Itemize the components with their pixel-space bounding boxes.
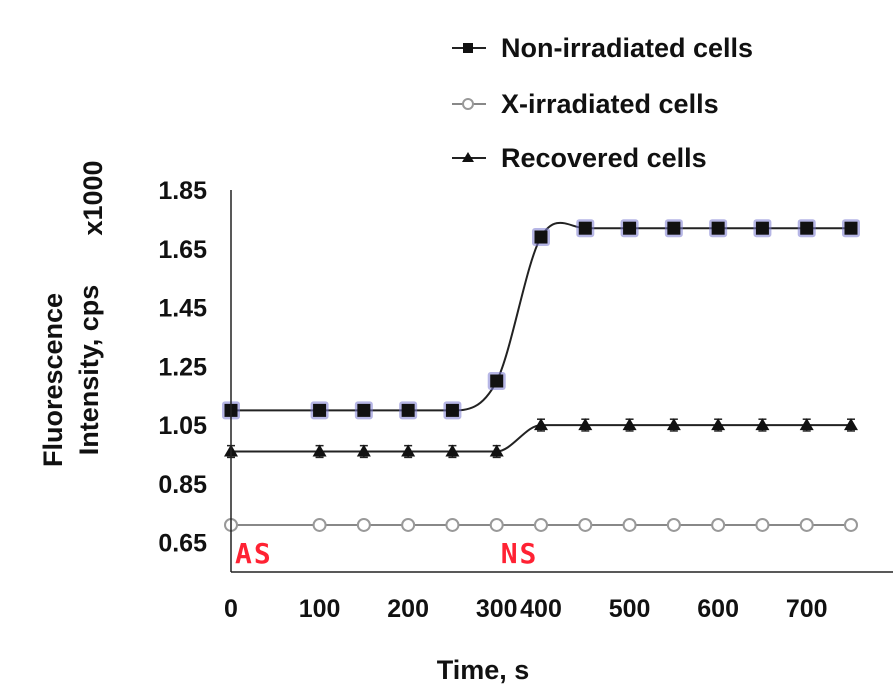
data-point (356, 517, 371, 532)
plot-area: AS NS (222, 219, 860, 570)
x-tick-label: 500 (609, 595, 651, 623)
data-point (622, 418, 637, 431)
annotation-as: AS (235, 537, 273, 570)
data-point (666, 418, 681, 431)
legend-marker (462, 152, 474, 162)
data-point (534, 418, 548, 431)
data-point (445, 517, 460, 532)
data-point (401, 403, 415, 417)
y-tick-label: 1.65 (158, 236, 207, 264)
legend-label: Recovered cells (501, 143, 707, 173)
y-tick-label: 0.85 (158, 471, 207, 499)
data-point (445, 444, 460, 457)
legend-label: X-irradiated cells (501, 89, 719, 119)
data-point (534, 230, 548, 244)
data-point (711, 517, 726, 532)
x-tick-label: 300 (476, 595, 518, 623)
data-point (622, 517, 637, 532)
legend-label: Non-irradiated cells (501, 33, 753, 63)
x-tick-label: 600 (697, 595, 739, 623)
data-point (578, 221, 592, 235)
x-tick-label: 100 (299, 595, 341, 623)
data-point (755, 221, 769, 235)
data-point (623, 221, 637, 235)
data-point (356, 444, 371, 457)
annotation-ns: NS (501, 537, 539, 570)
data-point (534, 517, 548, 532)
data-point (490, 374, 504, 388)
data-point (755, 517, 770, 532)
series-line (231, 221, 851, 412)
legend-marker (462, 98, 474, 110)
x-tick-label: 200 (387, 595, 429, 623)
legend-marker (463, 43, 473, 53)
data-point (445, 403, 459, 417)
y-tick-label: 1.85 (158, 177, 207, 205)
x-axis-title: Time, s (437, 655, 530, 685)
series-non-irradiated-cells (222, 219, 860, 420)
data-point (666, 517, 681, 532)
y-axis-title-line1: Fluorescence (38, 293, 68, 467)
data-point (844, 418, 858, 431)
y-tick-label: 1.25 (158, 353, 207, 381)
data-point (489, 517, 504, 532)
y-axis-unit: x1000 (78, 160, 108, 235)
series-x-irradiated-cells (224, 517, 858, 532)
legend: Non-irradiated cells X-irradiated cells Re… (452, 33, 753, 173)
x-tick-label: 400 (520, 595, 562, 623)
data-point (799, 418, 814, 431)
data-point (711, 418, 726, 431)
legend-item: Non-irradiated cells (452, 33, 753, 63)
data-point (312, 517, 327, 532)
data-point (357, 403, 371, 417)
data-point (667, 221, 681, 235)
legend-item: X-irradiated cells (452, 89, 719, 119)
x-tick-label: 0 (224, 595, 238, 623)
y-tick-label: 1.05 (158, 412, 207, 440)
data-point (800, 221, 814, 235)
data-point (844, 517, 858, 532)
data-point (312, 444, 327, 457)
data-point (313, 403, 327, 417)
y-tick-label: 0.65 (158, 530, 207, 558)
series-recovered-cells (224, 418, 858, 459)
x-tick-label: 700 (786, 595, 828, 623)
data-point (489, 444, 504, 457)
y-tick-label: 1.45 (158, 295, 207, 323)
data-point (755, 418, 770, 431)
data-point (844, 221, 858, 235)
y-axis-title-line2: Intensity, cps (74, 285, 104, 456)
legend-item: Recovered cells (452, 143, 707, 173)
data-point (578, 418, 593, 431)
data-point (711, 221, 725, 235)
data-point (401, 517, 416, 532)
data-point (799, 517, 814, 532)
data-point (578, 517, 593, 532)
data-point (401, 444, 416, 457)
axes: 0.65 0.85 1.05 1.25 1.45 1.65 1.85 0 100 200 300 40… (38, 160, 893, 685)
